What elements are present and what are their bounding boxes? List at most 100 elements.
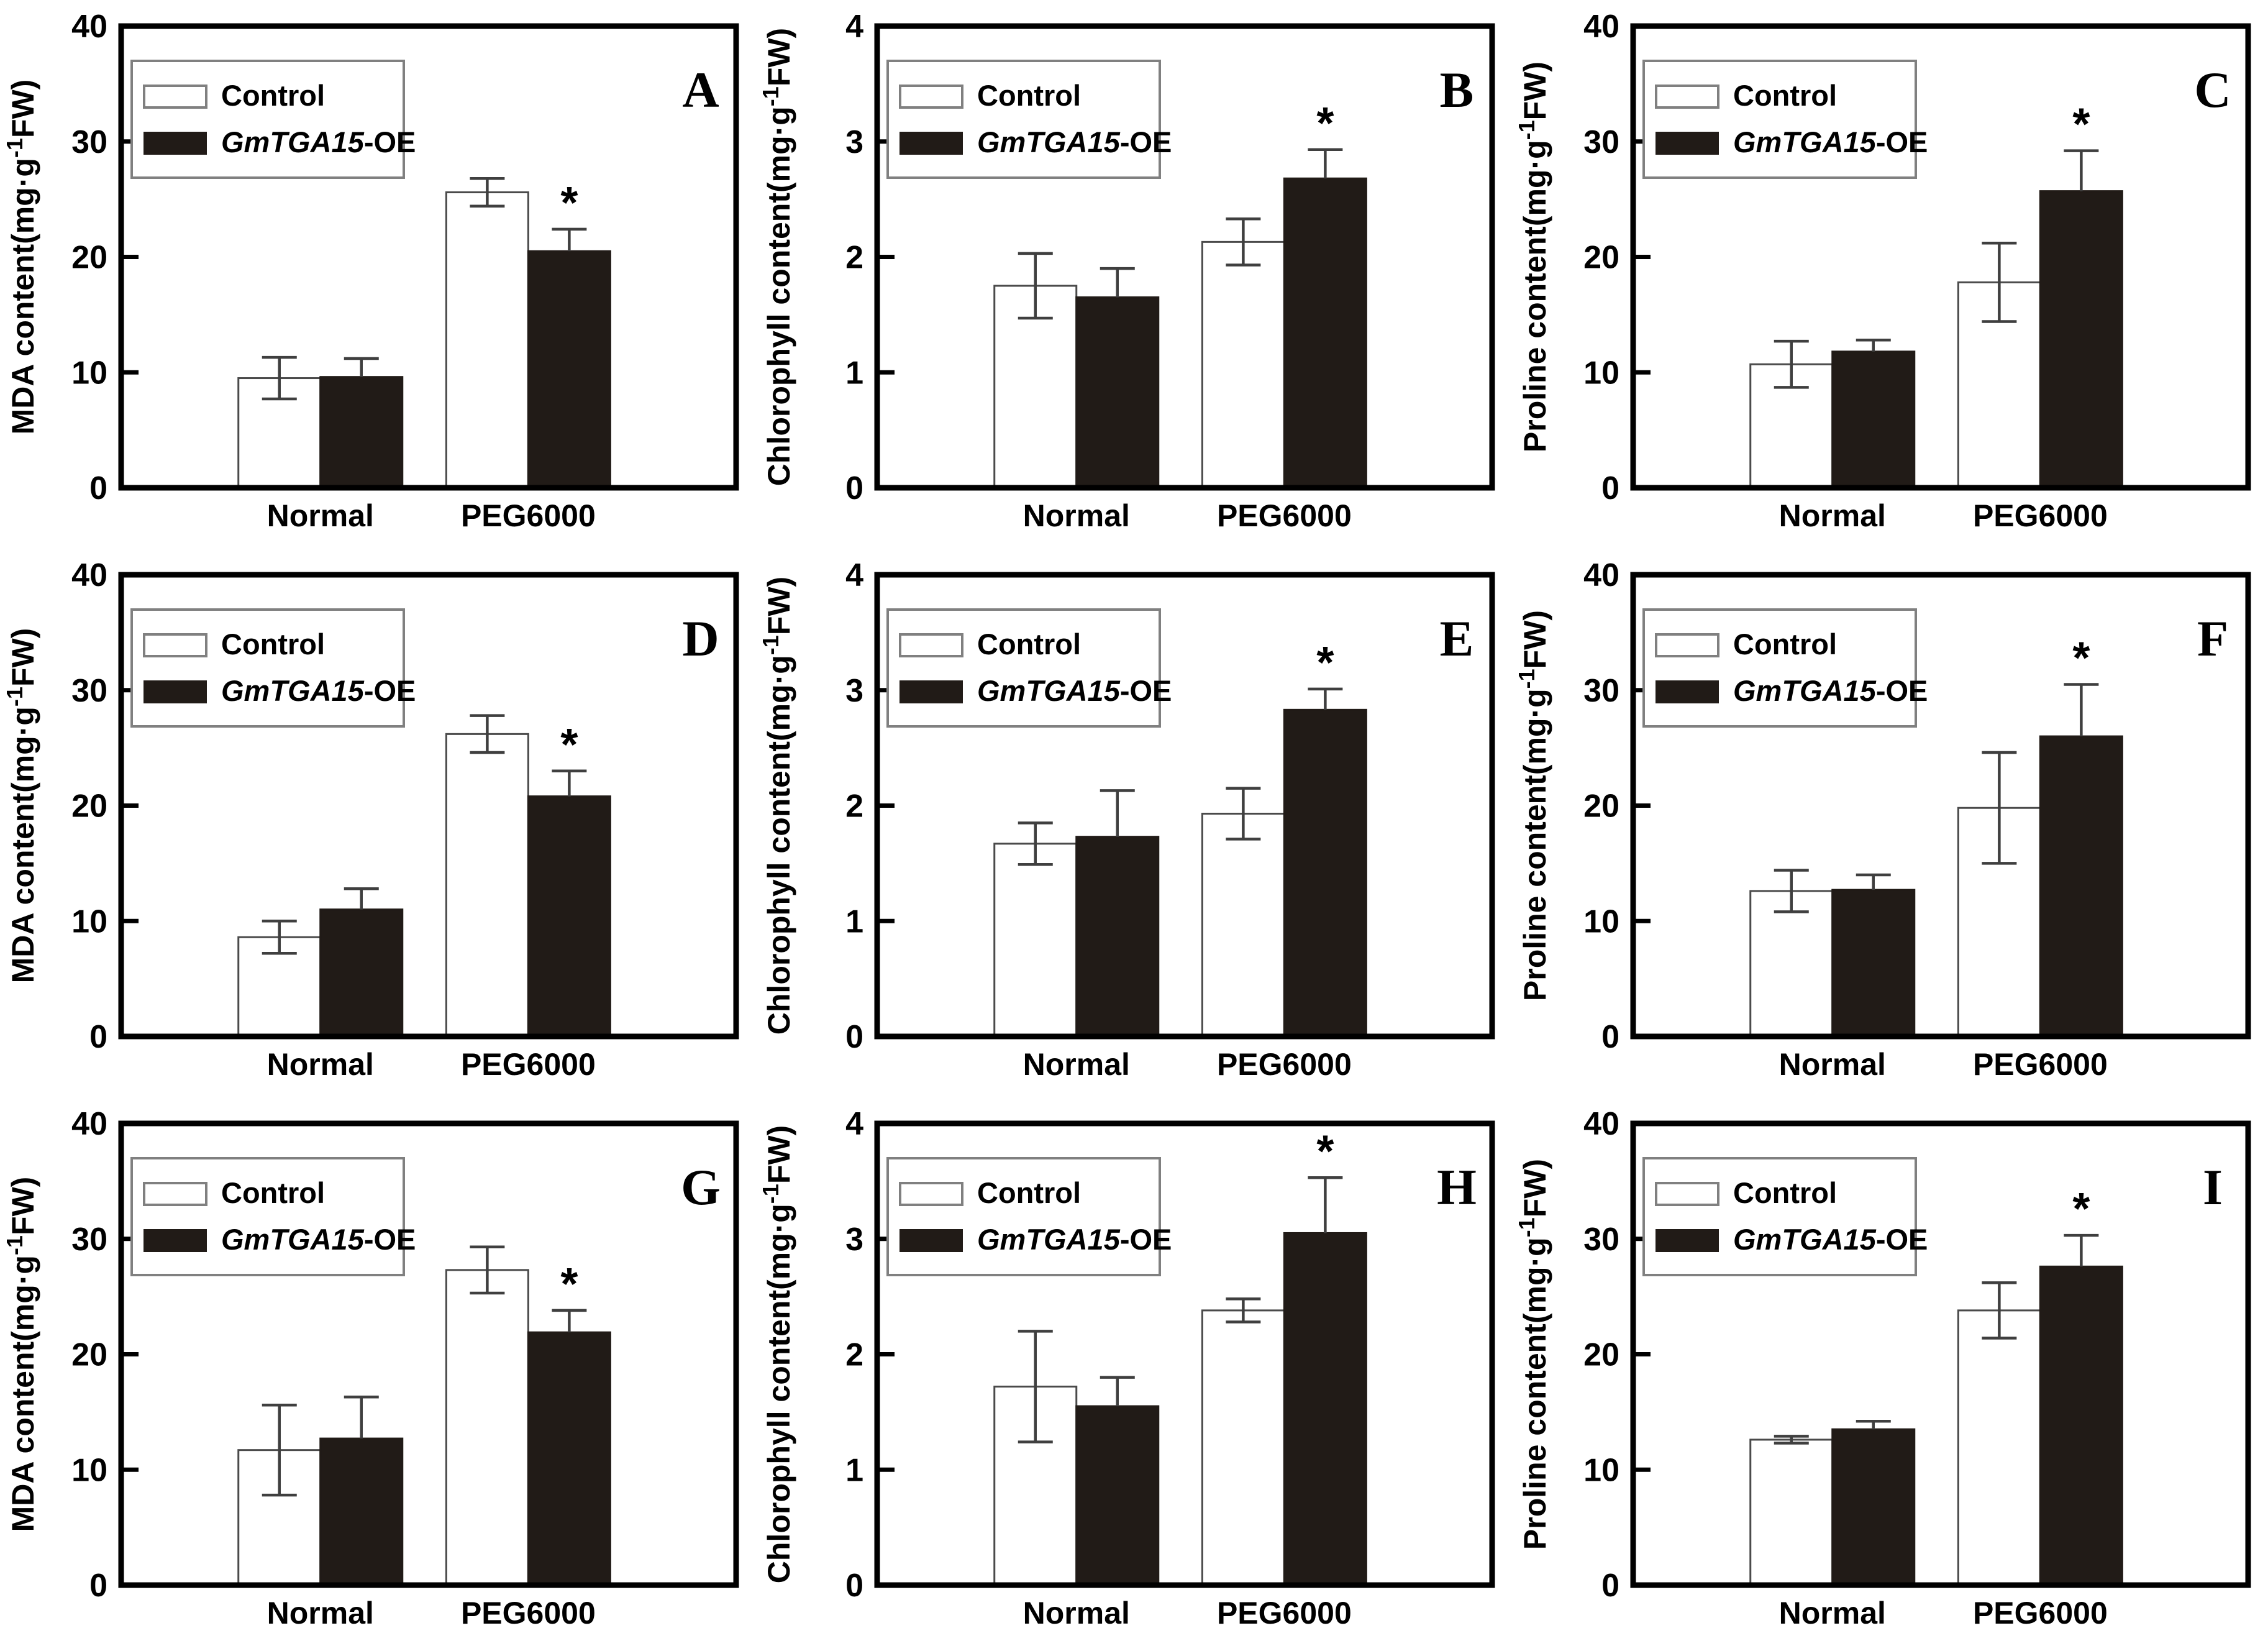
panel-G: * 0 10 20 30 40 MDA content(mg·g-1FW) Normal PEG… <box>0 1097 756 1646</box>
error-bar <box>1100 1376 1135 1407</box>
oe-bar-peg6000 <box>527 795 611 1038</box>
y-tick-label: 2 <box>845 1337 863 1373</box>
y-axis-label: Chlorophyll content(mg·g-1FW) <box>758 577 796 1035</box>
legend-swatch-oe <box>1655 680 1719 703</box>
error-bar <box>1100 267 1135 298</box>
y-tick-label: 10 <box>71 1452 107 1488</box>
bar-chart-F: * 0 10 20 30 40 Proline content(mg·g-1FW) Norma… <box>1514 557 2251 1082</box>
oe-bar-normal <box>1831 889 1916 1038</box>
y-tick-label: 0 <box>845 1568 863 1604</box>
legend-label-oe: GmTGA15-OE <box>977 674 1172 707</box>
y-tick-label: 10 <box>1583 903 1619 940</box>
error-bar <box>2064 149 2099 191</box>
significance-asterisk: * <box>560 720 578 770</box>
legend-label-oe: GmTGA15-OE <box>1733 1223 1928 1256</box>
error-bar <box>552 769 587 797</box>
y-tick-label: 10 <box>71 903 107 940</box>
y-tick-label: 0 <box>89 470 107 506</box>
x-category-label-peg6000: PEG6000 <box>1973 498 2108 533</box>
error-bar <box>1774 869 1809 913</box>
y-tick-label: 40 <box>1583 1106 1619 1142</box>
panel-letter: H <box>1437 1159 1477 1215</box>
oe-bar-peg6000 <box>1283 177 1367 489</box>
panel-A: * 0 10 20 30 40 MDA content(mg·g-1FW) Normal PEG… <box>0 0 756 549</box>
y-axis-label: MDA content(mg·g-1FW) <box>2 80 40 435</box>
legend-swatch-control <box>1655 1182 1719 1206</box>
x-category-label-peg6000: PEG6000 <box>461 498 596 533</box>
error-bar <box>1308 1176 1343 1233</box>
y-axis-label: Proline content(mg·g-1FW) <box>1514 1159 1552 1550</box>
legend-label-control: Control <box>977 628 1081 661</box>
oe-bar-peg6000 <box>2039 735 2123 1038</box>
oe-bar-normal <box>1831 1428 1916 1586</box>
y-tick-label: 20 <box>1583 789 1619 825</box>
y-tick-label: 20 <box>1583 240 1619 276</box>
legend-swatch-control <box>899 1182 963 1206</box>
y-tick-label: 40 <box>1583 9 1619 45</box>
y-tick-label: 10 <box>1583 1452 1619 1488</box>
y-tick-label: 3 <box>845 1222 863 1258</box>
legend-swatch-oe <box>143 680 207 703</box>
x-category-label-normal: Normal <box>1023 1047 1130 1082</box>
error-bar <box>1018 252 1053 320</box>
y-tick-label: 0 <box>89 1019 107 1055</box>
x-category-label-normal: Normal <box>1023 498 1130 533</box>
panel-letter: D <box>682 610 719 667</box>
legend: Control GmTGA15-OE <box>886 60 1172 179</box>
significance-asterisk: * <box>2072 100 2090 150</box>
y-tick-label: 30 <box>1583 124 1619 160</box>
error-bar <box>470 1245 505 1295</box>
legend-swatch-control <box>899 633 963 657</box>
control-bar-normal <box>993 843 1078 1038</box>
y-tick-label: 0 <box>1601 1019 1619 1055</box>
error-bar <box>1982 241 2017 323</box>
y-tick-label: 20 <box>71 240 107 276</box>
control-bar-peg6000 <box>1201 240 1285 489</box>
bar-chart-E: * 0 1 2 3 4 Chlorophyll content(mg·g-1FW) Norma… <box>758 557 1495 1082</box>
y-tick-label: 1 <box>845 1452 863 1488</box>
legend-label-oe: GmTGA15-OE <box>1733 674 1928 707</box>
bar-chart-I: * 0 10 20 30 40 Proline content(mg·g-1FW) Norma… <box>1514 1106 2251 1630</box>
error-bar <box>470 714 505 754</box>
legend: Control GmTGA15-OE <box>1642 1157 1928 1276</box>
x-category-label-normal: Normal <box>1779 498 1886 533</box>
x-category-label-normal: Normal <box>267 1596 374 1630</box>
legend-label-oe: GmTGA15-OE <box>1733 126 1928 158</box>
legend-swatch-oe <box>1655 132 1719 155</box>
y-tick-label: 0 <box>845 1019 863 1055</box>
legend-label-oe: GmTGA15-OE <box>977 126 1172 158</box>
legend-label-control: Control <box>1733 628 1837 661</box>
significance-asterisk: * <box>560 178 578 228</box>
legend: Control GmTGA15-OE <box>130 608 416 728</box>
error-bar <box>1308 687 1343 710</box>
panel-E: * 0 1 2 3 4 Chlorophyll content(mg·g-1FW) Norma… <box>756 549 1512 1097</box>
error-bar <box>470 176 505 208</box>
y-tick-label: 0 <box>1601 470 1619 506</box>
panel-D: * 0 10 20 30 40 MDA content(mg·g-1FW) Normal PEG… <box>0 549 756 1097</box>
panel-letter: G <box>681 1159 721 1215</box>
legend-swatch-oe <box>143 132 207 155</box>
y-tick-label: 2 <box>845 789 863 825</box>
panel-letter: B <box>1440 62 1474 118</box>
y-tick-label: 30 <box>1583 1222 1619 1258</box>
legend-label-oe: GmTGA15-OE <box>221 1223 416 1256</box>
legend: Control GmTGA15-OE <box>130 60 416 179</box>
y-tick-label: 4 <box>845 1106 863 1142</box>
x-category-label-peg6000: PEG6000 <box>1217 1047 1352 1082</box>
y-tick-label: 10 <box>71 355 107 391</box>
y-tick-label: 3 <box>845 124 863 160</box>
error-bar <box>2064 683 2099 737</box>
y-axis-label: Chlorophyll content(mg·g-1FW) <box>758 28 796 486</box>
panel-letter: F <box>2197 610 2228 667</box>
error-bar <box>1774 339 1809 389</box>
y-axis-label: MDA content(mg·g-1FW) <box>2 628 40 984</box>
legend-swatch-oe <box>1655 1229 1719 1252</box>
error-bar <box>552 227 587 252</box>
panel-B: * 0 1 2 3 4 Chlorophyll content(mg·g-1FW) Norma… <box>756 0 1512 549</box>
oe-bar-peg6000 <box>527 250 611 489</box>
x-category-label-peg6000: PEG6000 <box>1217 1596 1352 1630</box>
bar-chart-B: * 0 1 2 3 4 Chlorophyll content(mg·g-1FW) Norma… <box>758 9 1495 533</box>
oe-bar-peg6000 <box>2039 190 2123 489</box>
legend-swatch-control <box>899 85 963 109</box>
y-tick-label: 30 <box>71 1222 107 1258</box>
